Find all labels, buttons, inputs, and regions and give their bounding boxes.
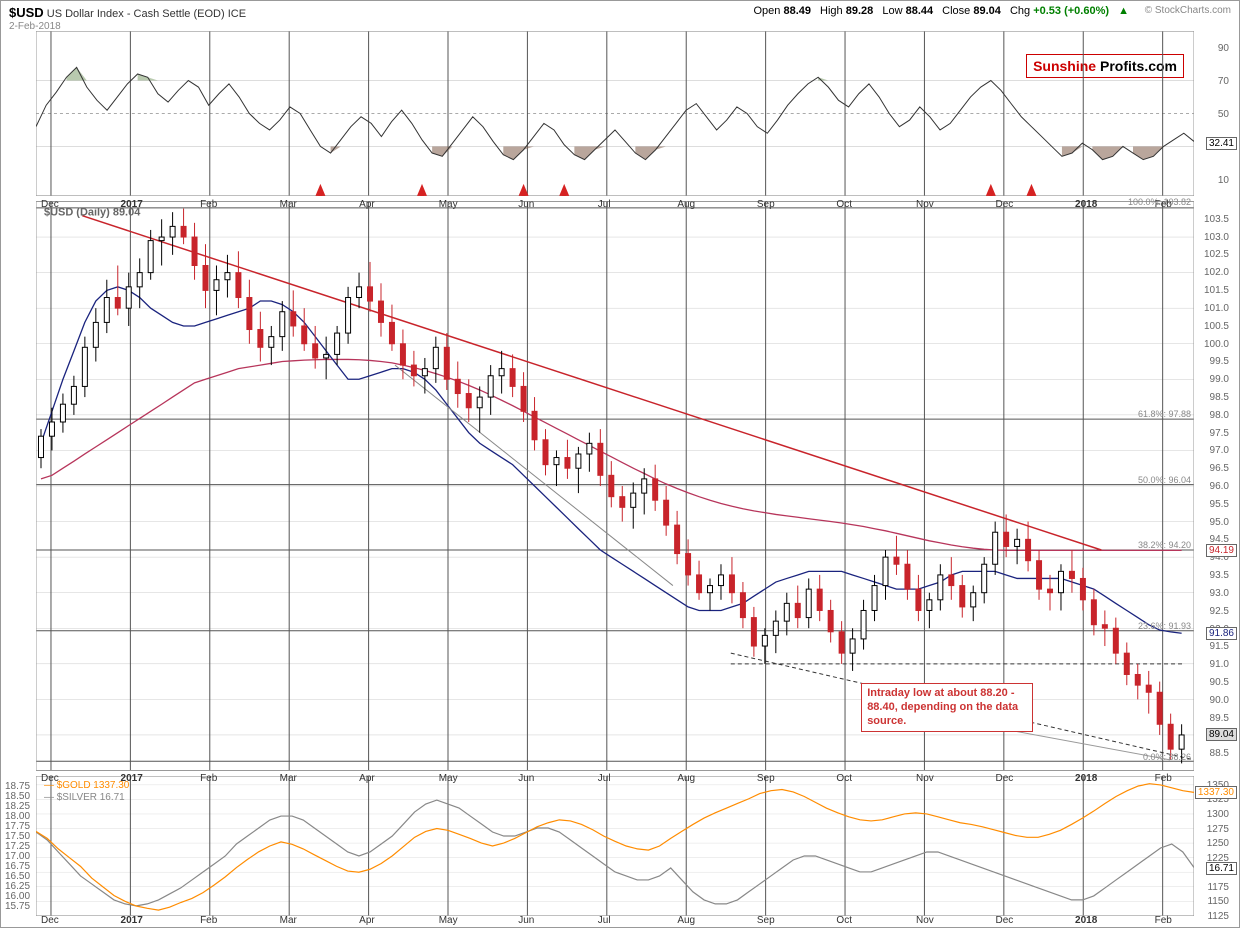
gold-silver-panel: — $GOLD 1337.30— $SILVER 16.71 <box>36 776 1194 916</box>
annotation-callout: Intraday low at about 88.20 - 88.40, dep… <box>861 683 1033 732</box>
rsi-panel <box>36 31 1194 196</box>
chart-header: $USD US Dollar Index - Cash Settle (EOD)… <box>9 5 246 32</box>
symbol: $USD <box>9 5 44 20</box>
svg-text:— $SILVER 16.71: — $SILVER 16.71 <box>44 792 125 803</box>
ohlc-header: Open 88.49 High 89.28 Low 88.44 Close 89… <box>753 5 1129 17</box>
month-axis: Dec2017FebMarAprMayJunJulAugSepOctNovDec… <box>36 773 1194 787</box>
source-attribution: © StockCharts.com <box>1145 5 1231 16</box>
description: US Dollar Index - Cash Settle (EOD) ICE <box>47 8 246 20</box>
month-axis: Dec2017FebMarAprMayJunJulAugSepOctNovDec… <box>36 199 1194 213</box>
month-axis: Dec2017FebMarAprMayJunJulAugSepOctNovDec… <box>36 915 1194 929</box>
chart-container: $USD US Dollar Index - Cash Settle (EOD)… <box>0 0 1240 928</box>
